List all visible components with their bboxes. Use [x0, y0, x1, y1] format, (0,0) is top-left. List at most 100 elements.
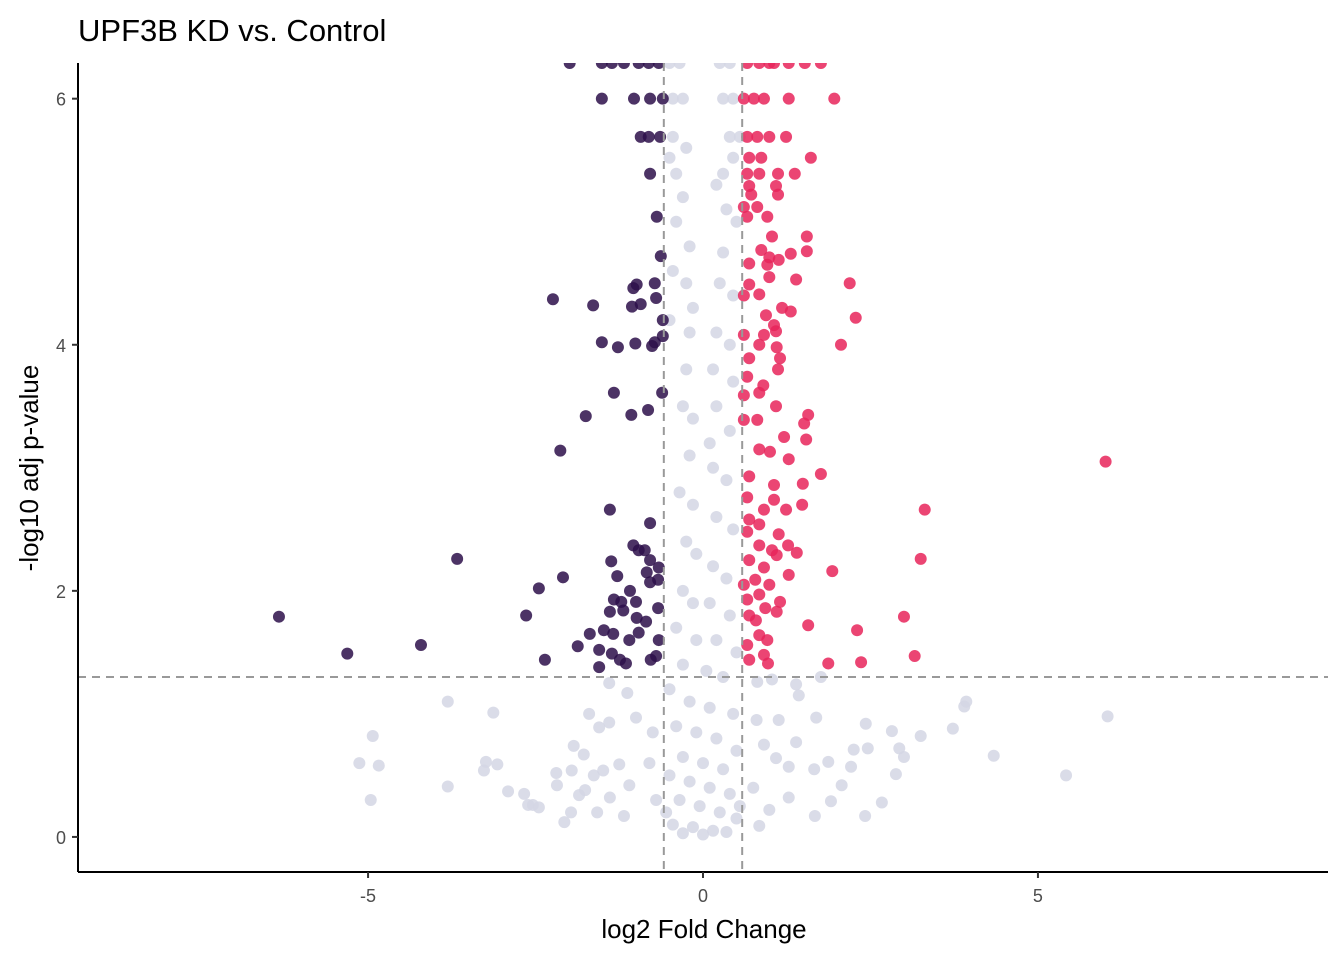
point-ns: [646, 726, 659, 739]
point-down: [630, 595, 643, 608]
point-down: [628, 92, 641, 105]
point-down: [563, 63, 576, 69]
point-up: [800, 433, 813, 446]
point-up: [804, 151, 817, 164]
point-ns: [591, 806, 604, 819]
point-ns: [717, 92, 730, 105]
point-up: [753, 338, 766, 351]
point-ns: [727, 151, 740, 164]
point-ns: [643, 757, 656, 770]
point-down: [638, 544, 651, 557]
point-up: [759, 309, 772, 322]
point-ns: [723, 338, 736, 351]
point-up: [770, 325, 783, 338]
point-up: [743, 257, 756, 270]
point-up: [741, 593, 754, 606]
point-up: [743, 470, 756, 483]
point-ns: [372, 759, 385, 772]
point-up: [843, 277, 856, 290]
point-ns: [477, 764, 490, 777]
point-ns: [686, 597, 699, 610]
point-ns: [845, 760, 858, 773]
point-down: [617, 604, 630, 617]
point-ns: [757, 738, 770, 751]
point-ns: [550, 766, 563, 779]
point-ns: [670, 215, 683, 228]
point-down: [605, 555, 618, 568]
point-up: [753, 539, 766, 552]
point-down: [656, 386, 669, 399]
point-down: [644, 92, 657, 105]
point-ns: [690, 726, 703, 739]
point-down: [634, 298, 647, 311]
point-up: [782, 453, 795, 466]
point-ns: [597, 764, 610, 777]
point-ns: [730, 744, 743, 757]
point-down: [611, 341, 624, 354]
point-ns: [790, 678, 803, 691]
point-ns: [587, 769, 600, 782]
point-ns: [366, 730, 379, 743]
point-up: [770, 605, 783, 618]
point-ns: [683, 449, 696, 462]
point-ns: [710, 178, 723, 191]
point-down: [595, 92, 608, 105]
point-ns: [680, 363, 693, 376]
point-ns: [666, 264, 679, 277]
point-down: [654, 250, 667, 263]
y-tick-label: 0: [56, 828, 66, 848]
point-ns: [824, 795, 837, 808]
point-up: [765, 230, 778, 243]
point-up: [743, 653, 756, 666]
point-ns: [353, 757, 366, 770]
point-ns: [697, 757, 709, 770]
point-up: [772, 253, 785, 266]
point-ns: [621, 686, 634, 699]
point-ns: [808, 763, 821, 776]
point-up: [749, 614, 762, 627]
point-up: [737, 289, 750, 302]
point-ns: [750, 714, 763, 727]
point-up: [741, 210, 754, 223]
point-up: [745, 188, 758, 201]
point-ns: [663, 683, 676, 696]
point-ns: [717, 167, 730, 180]
x-axis-title: log2 Fold Change: [601, 914, 806, 944]
point-ns: [720, 826, 733, 839]
point-up: [782, 63, 795, 69]
point-ns: [364, 794, 377, 807]
point-ns: [583, 707, 596, 720]
point-ns: [663, 63, 676, 69]
point-ns: [713, 806, 726, 819]
point-ns: [792, 689, 805, 702]
point-up: [826, 565, 839, 578]
point-ns: [703, 597, 716, 610]
point-ns: [573, 789, 586, 802]
x-tick-label: 0: [698, 886, 708, 906]
point-up: [849, 311, 862, 324]
point-up: [822, 657, 835, 670]
point-ns: [960, 695, 973, 708]
point-up: [751, 200, 764, 213]
point-up: [855, 656, 868, 669]
point-up: [802, 619, 815, 632]
point-ns: [723, 787, 736, 800]
x-tick-label: 5: [1033, 886, 1043, 906]
point-ns: [710, 732, 723, 745]
point-ns: [577, 748, 590, 761]
point-ns: [532, 801, 545, 814]
point-down: [603, 605, 616, 618]
point-up: [755, 244, 768, 257]
point-up: [761, 657, 774, 670]
point-ns: [558, 816, 571, 829]
point-ns: [676, 584, 689, 597]
point-ns: [567, 739, 580, 752]
point-up: [741, 525, 754, 538]
point-down: [605, 63, 618, 69]
point-down: [623, 634, 636, 647]
point-ns: [707, 461, 720, 474]
point-up: [780, 130, 793, 143]
point-up: [768, 479, 781, 492]
point-ns: [723, 130, 736, 143]
point-ns: [703, 781, 716, 794]
